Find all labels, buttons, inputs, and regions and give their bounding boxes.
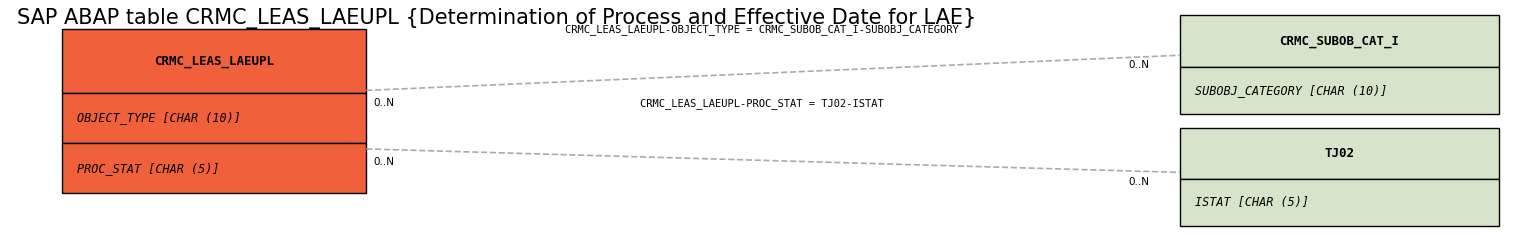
Text: PROC_STAT [CHAR (5)]: PROC_STAT [CHAR (5)]: [78, 162, 219, 175]
FancyBboxPatch shape: [62, 93, 366, 143]
Text: CRMC_LEAS_LAEUPL-PROC_STAT = TJ02-ISTAT: CRMC_LEAS_LAEUPL-PROC_STAT = TJ02-ISTAT: [640, 98, 883, 109]
Text: CRMC_SUBOB_CAT_I: CRMC_SUBOB_CAT_I: [1279, 35, 1400, 48]
FancyBboxPatch shape: [1179, 179, 1499, 226]
Text: ISTAT [CHAR (5)]: ISTAT [CHAR (5)]: [1194, 196, 1308, 209]
Text: OBJECT_TYPE [CHAR (10)]: OBJECT_TYPE [CHAR (10)]: [78, 111, 241, 124]
FancyBboxPatch shape: [1179, 128, 1499, 179]
Text: 0..N: 0..N: [373, 98, 394, 108]
Text: SAP ABAP table CRMC_LEAS_LAEUPL {Determination of Process and Effective Date for: SAP ABAP table CRMC_LEAS_LAEUPL {Determi…: [17, 9, 976, 29]
Text: 0..N: 0..N: [1129, 177, 1150, 187]
FancyBboxPatch shape: [62, 143, 366, 193]
Text: CRMC_LEAS_LAEUPL-OBJECT_TYPE = CRMC_SUBOB_CAT_I-SUBOBJ_CATEGORY: CRMC_LEAS_LAEUPL-OBJECT_TYPE = CRMC_SUBO…: [565, 24, 958, 35]
Text: CRMC_LEAS_LAEUPL: CRMC_LEAS_LAEUPL: [154, 55, 274, 68]
FancyBboxPatch shape: [62, 29, 366, 93]
Text: TJ02: TJ02: [1323, 147, 1354, 160]
Text: 0..N: 0..N: [373, 157, 394, 167]
FancyBboxPatch shape: [1179, 15, 1499, 67]
FancyBboxPatch shape: [1179, 67, 1499, 114]
Text: 0..N: 0..N: [1129, 60, 1150, 70]
Text: SUBOBJ_CATEGORY [CHAR (10)]: SUBOBJ_CATEGORY [CHAR (10)]: [1194, 84, 1387, 97]
